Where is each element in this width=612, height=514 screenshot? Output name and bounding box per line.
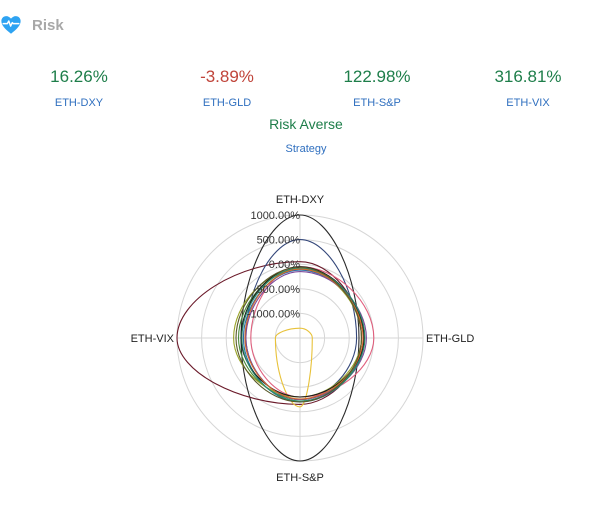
- metric-value: 316.81%: [494, 67, 562, 86]
- heart-pulse-icon: [1, 16, 21, 34]
- metric-value: 16.26%: [50, 67, 108, 86]
- axis-label-ethvix: ETH-VIX: [131, 333, 175, 345]
- series-line-1: [240, 214, 360, 462]
- metric-eth-vix: 316.81% ETH-VIX: [453, 66, 603, 109]
- metric-label: ETH-VIX: [506, 97, 550, 109]
- strategy-value: Risk Averse: [269, 116, 343, 132]
- metric-label: ETH-GLD: [202, 97, 252, 109]
- radial-tick-label: 0.00%: [269, 259, 300, 271]
- series-line-11: [241, 267, 366, 402]
- radial-tick-label: 1000.00%: [250, 210, 300, 222]
- metric-value: -3.89%: [200, 67, 254, 86]
- metric-eth-dxy: 16.26% ETH-DXY: [4, 66, 154, 109]
- radial-tick-label: 500.00%: [257, 235, 301, 247]
- radial-tick-label: -500.00%: [253, 284, 300, 296]
- metric-eth-sp: 122.98% ETH-S&P: [302, 66, 452, 109]
- metric-value: 122.98%: [343, 67, 411, 86]
- radial-tick-label: -1000.00%: [247, 308, 300, 320]
- series-line-4: [274, 327, 313, 408]
- metric-label: ETH-DXY: [54, 97, 104, 109]
- radar-chart: 1000.00% 500.00% 0.00% -500.00% -1000.00% ETH…: [131, 194, 475, 484]
- axis-label-ethgld: ETH-GLD: [426, 333, 474, 345]
- metric-eth-gld: -3.89% ETH-GLD: [152, 66, 302, 109]
- metric-label: ETH-S&P: [353, 97, 401, 109]
- panel-header: Risk: [0, 12, 64, 38]
- axis-label-ethsp: ETH-S&P: [276, 472, 324, 484]
- strategy-label: Strategy: [285, 143, 327, 155]
- axis-label-ethdxy: ETH-DXY: [276, 194, 325, 206]
- page-title: Risk: [32, 16, 64, 34]
- series-line-13: [235, 266, 363, 403]
